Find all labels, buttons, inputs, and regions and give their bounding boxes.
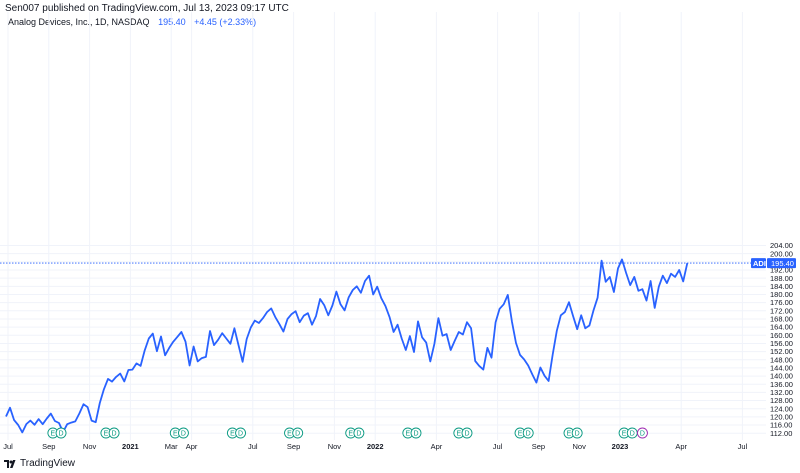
dividend-marker[interactable]: [461, 427, 473, 439]
dividend-marker-symbol: D: [59, 431, 64, 438]
y-tick-label: 164.00: [770, 323, 793, 332]
y-tick-label: 128.00: [770, 396, 793, 405]
x-tick-label: 2021: [122, 442, 139, 451]
y-tick-label: 152.00: [770, 347, 793, 356]
dividend-marker[interactable]: [353, 427, 365, 439]
x-tick-label: Sep: [532, 442, 545, 451]
dividend-marker-symbol: D: [181, 431, 186, 438]
x-tick-label: Apr: [675, 442, 687, 451]
x-tick-label: Apr: [431, 442, 443, 451]
dividend-marker[interactable]: [292, 427, 304, 439]
earnings-marker-symbol: E: [51, 431, 56, 438]
y-tick-label: 204.00: [770, 241, 793, 250]
dividend-marker-symbol: D: [295, 431, 300, 438]
y-tick-label: 132.00: [770, 388, 793, 397]
y-axis: 112.00116.00120.00124.00128.00132.00136.…: [770, 241, 793, 438]
dividend-marker-symbol: D: [356, 431, 361, 438]
x-tick-label: Apr: [186, 442, 198, 451]
y-tick-label: 124.00: [770, 404, 793, 413]
dividend-marker[interactable]: [108, 427, 120, 439]
symbol-legend: Analog Devices, Inc., 1D, NASDAQ 195.40 …: [8, 17, 256, 27]
y-tick-label: 148.00: [770, 355, 793, 364]
earnings-marker-symbol: E: [104, 431, 109, 438]
x-tick-label: Mar: [165, 442, 178, 451]
y-tick-label: 168.00: [770, 315, 793, 324]
x-tick-label: Sep: [42, 442, 55, 451]
earnings-marker-symbol: E: [518, 431, 523, 438]
y-tick-label: 184.00: [770, 282, 793, 291]
price-label-value: 195.40: [771, 259, 794, 268]
dividend-marker-symbol: D: [575, 431, 580, 438]
y-tick-label: 116.00: [770, 421, 792, 430]
dividend-marker[interactable]: [55, 427, 67, 439]
chart-grid: [0, 12, 766, 440]
symbol-description: Analog Devices, Inc., 1D, NASDAQ: [8, 17, 150, 27]
last-price-label: ADI 195.40: [751, 258, 796, 269]
tradingview-logo-icon: [4, 459, 16, 468]
y-tick-label: 192.00: [770, 266, 793, 275]
price-series-line: [5, 258, 689, 434]
y-tick-label: 176.00: [770, 298, 793, 307]
dividend-marker[interactable]: [410, 427, 422, 439]
ticker-label-bg: [751, 258, 766, 269]
y-tick-label: 156.00: [770, 339, 793, 348]
earnings-marker-symbol: E: [230, 431, 235, 438]
y-tick-label: 112.00: [770, 429, 792, 438]
x-tick-label: Jul: [738, 442, 748, 451]
dividend-marker-symbol: D: [238, 431, 243, 438]
y-tick-label: 160.00: [770, 331, 793, 340]
ticker-label: ADI: [753, 259, 766, 268]
y-tick-label: 172.00: [770, 306, 793, 315]
price-change: +4.45 (+2.33%): [194, 17, 257, 27]
x-tick-label: Jul: [248, 442, 258, 451]
x-tick-label: Jul: [493, 442, 503, 451]
y-tick-label: 140.00: [770, 372, 793, 381]
last-price: 195.40: [158, 17, 186, 27]
y-tick-label: 200.00: [770, 249, 793, 258]
tradingview-brand: TradingView: [20, 458, 76, 469]
earnings-marker-symbol: E: [457, 431, 462, 438]
dividend-marker-symbol: D: [413, 431, 418, 438]
dividend-marker-symbol: D: [464, 431, 469, 438]
dividend-marker-symbol: D: [526, 431, 531, 438]
x-tick-label: Nov: [573, 442, 587, 451]
y-tick-label: 144.00: [770, 364, 793, 373]
dividend-marker[interactable]: [177, 427, 189, 439]
x-tick-label: 2022: [367, 442, 384, 451]
earnings-marker-symbol: E: [173, 431, 178, 438]
earnings-marker-symbol: E: [348, 431, 353, 438]
x-axis: Jul Sep Nov 2021 Mar Apr Jul Sep Nov 2022 Apr Jul Se…: [3, 442, 747, 451]
earnings-marker-symbol: E: [287, 431, 292, 438]
y-tick-label: 180.00: [770, 290, 793, 299]
y-tick-label: 188.00: [770, 274, 793, 283]
earnings-marker-symbol: E: [567, 431, 572, 438]
dividend-marker-symbol: D: [112, 431, 117, 438]
earnings-marker-symbol: E: [622, 431, 627, 438]
dividend-marker[interactable]: [571, 427, 583, 439]
price-label-bg: [767, 258, 796, 269]
publish-attribution: Sen007 published on TradingView.com, Jul…: [5, 3, 289, 14]
dividend-marker[interactable]: [235, 427, 247, 439]
x-tick-label: Nov: [328, 442, 342, 451]
dividend-marker[interactable]: [522, 427, 534, 439]
earnings-marker-symbol: E: [406, 431, 411, 438]
x-tick-label: Jul: [3, 442, 13, 451]
x-tick-label: Nov: [83, 442, 97, 451]
y-tick-label: 120.00: [770, 412, 793, 421]
event-markers: E E E E E E E E E E ED D D D D D D D D D D D: [47, 427, 648, 439]
dividend-marker-symbol: D: [630, 431, 635, 438]
dividend-upcoming-marker-symbol: D: [640, 431, 645, 438]
x-tick-label: Sep: [287, 442, 300, 451]
x-tick-label: 2023: [612, 442, 629, 451]
tradingview-logo[interactable]: TradingView: [4, 458, 75, 469]
dividend-upcoming-marker[interactable]: [636, 427, 648, 439]
y-tick-label: 136.00: [770, 380, 793, 389]
